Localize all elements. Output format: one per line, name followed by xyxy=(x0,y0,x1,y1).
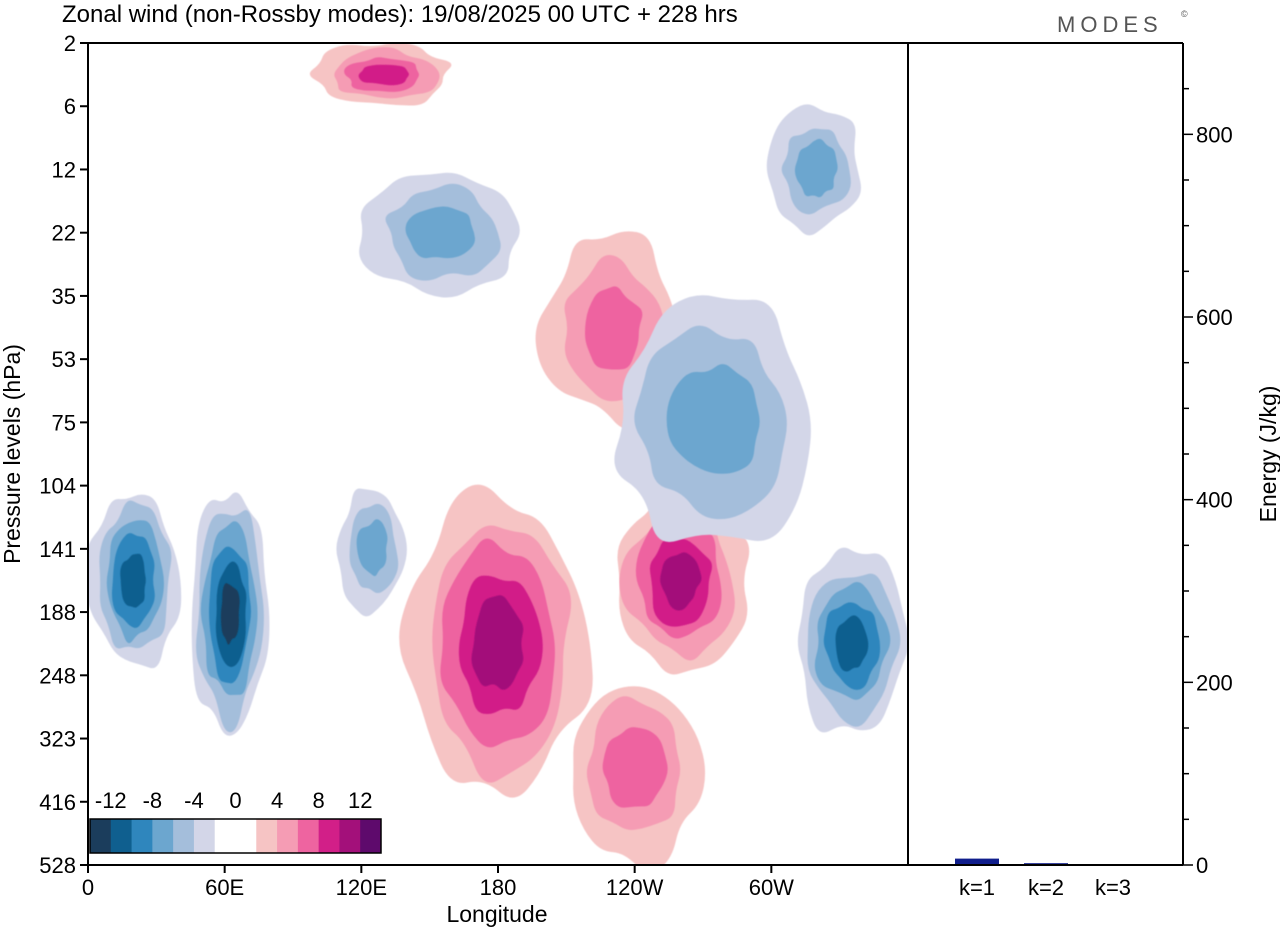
colorbar-labels: -12 -8 -4 0 4 8 12 xyxy=(95,788,373,813)
colorbar-tick-label: -4 xyxy=(184,788,204,813)
colorbar-swatch xyxy=(152,819,174,853)
contour-region xyxy=(766,104,862,236)
colorbar-swatch xyxy=(297,819,320,853)
x-tick-label: 180 xyxy=(480,875,517,900)
y-axis-ticks: 2 6 12 22 35 53 75 104 141 188 248 323 416 528 xyxy=(39,31,88,878)
colorbar-swatch xyxy=(214,819,236,853)
colorbar-frame xyxy=(89,818,382,854)
colorbar-swatch xyxy=(193,819,216,853)
brand-mark: © xyxy=(1181,9,1188,19)
colorbar-swatch xyxy=(318,819,340,853)
colorbar-swatch xyxy=(339,819,361,853)
y-tick-label: 323 xyxy=(39,727,76,752)
colorbar-swatch xyxy=(360,819,382,853)
y-tick-label: 22 xyxy=(52,221,76,246)
y-tick-label: 35 xyxy=(52,284,76,309)
colorbar-tick-label: 4 xyxy=(271,788,283,813)
energy-tick-label: 200 xyxy=(1196,670,1233,695)
contour-region xyxy=(617,477,750,675)
y-tick-label: 12 xyxy=(52,157,76,182)
y-tick-label: 104 xyxy=(39,474,76,499)
contour-level xyxy=(471,595,524,690)
colorbar-tick-label: -8 xyxy=(143,788,163,813)
contour-level xyxy=(220,583,240,645)
energy-tick-label: 400 xyxy=(1196,488,1233,513)
contour-level xyxy=(584,286,643,370)
contour-level xyxy=(660,552,702,611)
contour-level xyxy=(794,138,838,198)
energy-bar-label: k=2 xyxy=(1028,875,1064,900)
contour-level xyxy=(835,615,869,672)
contour-region xyxy=(359,172,520,298)
y-axis-title: Pressure levels (hPa) xyxy=(0,344,25,564)
contour-region xyxy=(309,43,452,106)
colorbar-swatch xyxy=(131,819,153,853)
x-tick-label: 60E xyxy=(205,875,244,900)
contour-fill-layer xyxy=(88,43,908,865)
contour-level xyxy=(602,727,668,808)
colorbar: -12 -8 -4 0 4 8 12 xyxy=(89,780,383,864)
chart-title: Zonal wind (non-Rossby modes): 19/08/202… xyxy=(62,1,738,28)
energy-bar-panel: k=1 k=2 k=3 xyxy=(955,858,1135,900)
colorbar-tick-label: 0 xyxy=(229,788,241,813)
x-tick-label: 60W xyxy=(749,875,794,900)
colorbar-swatch xyxy=(110,819,133,853)
energy-bar-label: k=3 xyxy=(1095,875,1131,900)
contour-level xyxy=(356,519,388,577)
energy-bar-label: k=1 xyxy=(959,875,995,900)
energy-tick-label: 800 xyxy=(1196,122,1233,147)
colorbar-swatch xyxy=(235,819,257,853)
y-tick-label: 6 xyxy=(64,94,76,119)
contour-level xyxy=(120,553,146,608)
contour-region xyxy=(88,494,182,669)
y-tick-label: 528 xyxy=(39,853,76,878)
y-tick-label: 53 xyxy=(52,347,76,372)
colorbar-tick-label: 12 xyxy=(348,788,372,813)
y-tick-label: 2 xyxy=(64,31,76,56)
energy-tick-label: 0 xyxy=(1196,853,1208,878)
colorbar-swatch xyxy=(90,819,112,853)
y-tick-label: 141 xyxy=(39,537,76,562)
y-tick-label: 188 xyxy=(39,600,76,625)
energy-axis-ticks: 0 200 400 600 800 xyxy=(1183,87,1233,878)
colorbar-swatches xyxy=(89,818,382,854)
colorbar-tick-label: -12 xyxy=(95,788,127,813)
contour-region xyxy=(399,484,593,798)
contour-region xyxy=(614,295,811,542)
brand-logo: MODES xyxy=(1057,12,1163,37)
contour-level xyxy=(666,364,760,474)
contour-level xyxy=(358,64,409,86)
y-tick-label: 248 xyxy=(39,663,76,688)
contour-region xyxy=(797,547,908,733)
contour-region xyxy=(336,488,407,617)
colorbar-swatch xyxy=(256,819,278,853)
heatmap-plot-area xyxy=(88,43,908,865)
colorbar-tick-label: 8 xyxy=(313,788,325,813)
colorbar-swatch xyxy=(173,819,195,853)
contour-level xyxy=(405,206,475,259)
y-tick-label: 416 xyxy=(39,790,76,815)
energy-axis-title: Energy (J/kg) xyxy=(1255,386,1280,523)
colorbar-swatch xyxy=(277,819,299,853)
contour-region xyxy=(573,686,706,865)
energy-tick-label: 600 xyxy=(1196,305,1233,330)
y-tick-label: 75 xyxy=(52,410,76,435)
x-tick-label: 120W xyxy=(606,875,664,900)
x-tick-label: 120E xyxy=(336,875,387,900)
energy-bar-k1 xyxy=(955,858,999,865)
x-axis-title: Longitude xyxy=(446,901,547,927)
x-tick-label: 0 xyxy=(82,875,94,900)
energy-bars: k=1 k=2 k=3 xyxy=(955,858,1135,900)
x-axis-ticks: 0 60E 120E 180 120W 60W xyxy=(82,865,794,900)
contour-region xyxy=(191,492,270,736)
